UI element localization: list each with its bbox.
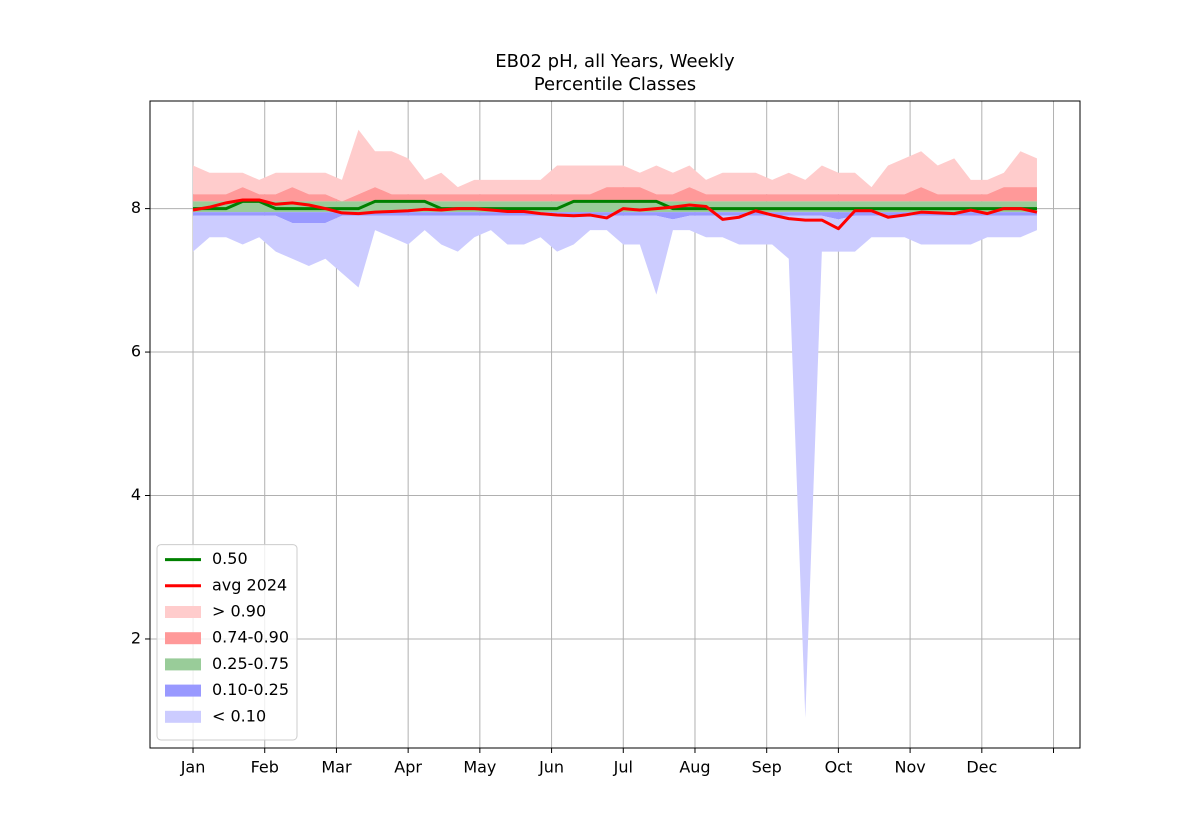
x-tick-label: Jun (538, 758, 564, 777)
y-tick-label: 4 (131, 485, 141, 504)
x-tick-label: Oct (825, 758, 853, 777)
x-tick-label: Apr (394, 758, 422, 777)
x-tick-label: Jul (613, 758, 633, 777)
legend-swatch (165, 606, 201, 618)
x-tick-label: Sep (752, 758, 782, 777)
legend-swatch (165, 684, 201, 697)
band (193, 212, 1037, 223)
band (193, 129, 1037, 202)
y-tick-label: 8 (131, 198, 141, 217)
x-tick-label: Nov (894, 758, 925, 777)
legend-label: 0.50 (212, 549, 248, 568)
x-tick-label: Aug (679, 758, 710, 777)
legend-swatch (165, 710, 201, 723)
legend-label: < 0.10 (212, 706, 266, 725)
y-tick-label: 6 (131, 342, 141, 361)
chart-subtitle: Percentile Classes (534, 74, 696, 95)
chart-title: EB02 pH, all Years, Weekly (495, 51, 735, 72)
x-tick-label: Jan (180, 758, 206, 777)
legend-label: 0.25-0.75 (212, 654, 289, 673)
y-tick-label: 2 (131, 628, 141, 647)
band (193, 187, 1037, 202)
x-tick-label: May (463, 758, 496, 777)
legend-label: 0.74-0.90 (212, 628, 289, 647)
legend-label: 0.10-0.25 (212, 680, 289, 699)
line (192, 198, 1038, 231)
plot-frame (149, 100, 1081, 749)
legend-swatch (165, 658, 201, 671)
x-tick-label: Dec (966, 758, 997, 777)
legend-label: avg 2024 (212, 575, 287, 594)
legend-label: > 0.90 (212, 602, 266, 621)
line (193, 199, 1037, 211)
x-tick-label: Feb (251, 758, 279, 777)
x-tick-label: Mar (321, 758, 352, 777)
legend-swatch (165, 632, 201, 645)
